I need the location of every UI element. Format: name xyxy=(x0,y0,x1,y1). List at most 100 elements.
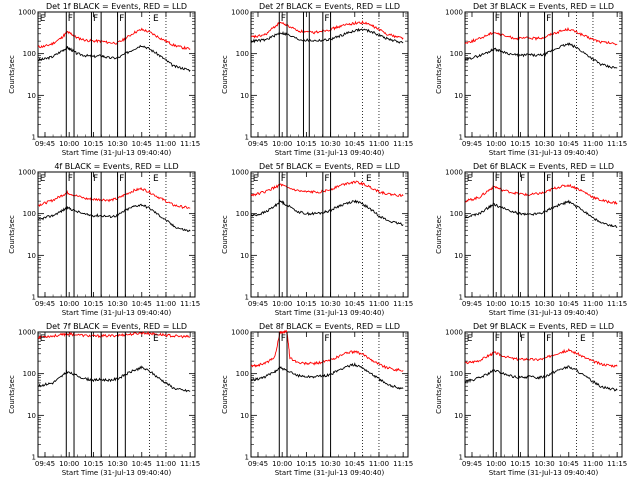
plot-frame xyxy=(464,331,623,458)
x-axis-label: Start Time (31-Jul-13 09:40:40) xyxy=(489,469,599,477)
x-tick-label: 09:45 xyxy=(35,140,55,148)
x-tick-label: 09:45 xyxy=(462,300,482,308)
y-axis-label: Counts/sec xyxy=(221,55,229,94)
x-tick-label: 11:00 xyxy=(156,140,176,148)
y-axis-label: Counts/sec xyxy=(435,375,443,414)
x-tick-label: 10:00 xyxy=(486,140,506,148)
y-tick-label: 1000 xyxy=(18,9,36,17)
y-tick-label: 100 xyxy=(450,370,463,378)
series-lld xyxy=(465,348,618,368)
x-tick-label: 10:45 xyxy=(559,300,579,308)
x-tick-label: 09:45 xyxy=(248,460,268,468)
y-tick-label: 10 xyxy=(27,412,36,420)
x-tick-label: 10:45 xyxy=(345,300,365,308)
y-tick-label: 1000 xyxy=(231,9,249,17)
y-tick-label: 1 xyxy=(459,294,463,302)
x-tick-label: 11:00 xyxy=(156,300,176,308)
series-lld xyxy=(37,330,191,340)
x-tick-label: 11:00 xyxy=(369,300,389,308)
y-axis-label: Counts/sec xyxy=(435,215,443,254)
x-tick-label: 11:15 xyxy=(393,460,413,468)
flag-label: E xyxy=(366,174,372,184)
flag-label: E xyxy=(40,334,46,344)
x-tick-label: 10:30 xyxy=(320,140,340,148)
y-tick-label: 1 xyxy=(245,134,249,142)
series-events xyxy=(464,199,618,229)
flag-label: E xyxy=(153,334,159,344)
x-tick-label: 10:30 xyxy=(107,300,127,308)
x-tick-label: 11:15 xyxy=(607,140,627,148)
panel-title: Det 5f BLACK = Events, RED = LLD xyxy=(259,162,400,171)
plot-frame xyxy=(250,331,409,458)
x-tick-label: 10:00 xyxy=(272,300,292,308)
flag-label: E xyxy=(580,334,586,344)
x-axis-label: Start Time (31-Jul-13 09:40:40) xyxy=(275,149,385,157)
y-tick-label: 1000 xyxy=(445,169,463,177)
y-tick-label: 10 xyxy=(454,412,463,420)
x-tick-label: 10:00 xyxy=(59,140,79,148)
x-tick-label: 11:15 xyxy=(393,140,413,148)
flag-label: F xyxy=(281,14,286,24)
panel-8: Det 8f BLACK = Events, RED = LLD 1 10 100 10… xyxy=(221,322,413,477)
x-tick-label: 10:30 xyxy=(107,460,127,468)
y-tick-label: 1 xyxy=(459,134,463,142)
y-tick-label: 10 xyxy=(27,92,36,100)
y-axis-label: Counts/sec xyxy=(8,215,16,254)
x-tick-label: 11:00 xyxy=(369,140,389,148)
x-tick-label: 10:45 xyxy=(345,140,365,148)
flag-label: E xyxy=(153,174,159,184)
x-tick-label: 10:00 xyxy=(272,140,292,148)
flag-label: F xyxy=(546,14,551,24)
panel-title: Det 9f BLACK = Events, RED = LLD xyxy=(473,322,614,331)
x-tick-label: 10:45 xyxy=(559,140,579,148)
flag-label: F xyxy=(324,334,329,344)
x-tick-label: 09:45 xyxy=(462,140,482,148)
x-tick-label: 10:15 xyxy=(296,300,316,308)
plot-frame xyxy=(37,171,196,298)
x-tick-label: 10:30 xyxy=(534,140,554,148)
x-tick-label: 10:30 xyxy=(107,140,127,148)
series-lld xyxy=(464,183,618,205)
flag-label: F xyxy=(119,174,124,184)
x-tick-label: 11:00 xyxy=(583,460,603,468)
x-tick-label: 10:00 xyxy=(486,300,506,308)
series-events xyxy=(464,42,618,69)
x-tick-label: 11:00 xyxy=(583,300,603,308)
panel-1: Det 1f BLACK = Events, RED = LLD 1 10 100 10… xyxy=(8,2,200,157)
x-tick-label: 10:15 xyxy=(83,460,103,468)
flag-label: F xyxy=(119,14,124,24)
x-tick-label: 09:45 xyxy=(462,460,482,468)
flag-label: E xyxy=(40,174,46,184)
plot-frame xyxy=(250,171,409,298)
y-axis-label: Counts/sec xyxy=(435,55,443,94)
x-tick-label: 10:15 xyxy=(296,460,316,468)
x-axis-label: Start Time (31-Jul-13 09:40:40) xyxy=(489,149,599,157)
panel-3: Det 3f BLACK = Events, RED = LLD 1 10 100 10… xyxy=(435,2,627,157)
y-tick-label: 1 xyxy=(32,134,36,142)
y-tick-label: 1 xyxy=(245,454,249,462)
x-tick-label: 09:45 xyxy=(35,460,55,468)
y-axis-label: Counts/sec xyxy=(221,375,229,414)
y-tick-label: 10 xyxy=(240,92,249,100)
y-tick-label: 100 xyxy=(236,210,249,218)
series-lld xyxy=(464,26,618,46)
flag-label: F xyxy=(546,334,551,344)
x-tick-label: 10:00 xyxy=(59,460,79,468)
panel-9: Det 9f BLACK = Events, RED = LLD 1 10 100 10… xyxy=(435,322,627,477)
series-events xyxy=(250,27,404,44)
x-tick-label: 10:15 xyxy=(510,460,530,468)
plot-frame xyxy=(250,11,409,138)
panel-title: Det 7f BLACK = Events, RED = LLD xyxy=(46,322,187,331)
flag-label: F xyxy=(546,174,551,184)
x-tick-label: 09:45 xyxy=(248,140,268,148)
flag-label: F xyxy=(68,14,73,24)
panel-title: Det 6f BLACK = Events, RED = LLD xyxy=(473,162,614,171)
x-tick-label: 11:15 xyxy=(180,300,200,308)
flag-label: F xyxy=(324,174,329,184)
x-tick-label: 09:45 xyxy=(35,300,55,308)
x-tick-label: 10:45 xyxy=(559,460,579,468)
y-tick-label: 1000 xyxy=(18,169,36,177)
x-tick-label: 10:30 xyxy=(320,300,340,308)
y-tick-label: 1 xyxy=(459,454,463,462)
x-tick-label: 11:15 xyxy=(607,300,627,308)
